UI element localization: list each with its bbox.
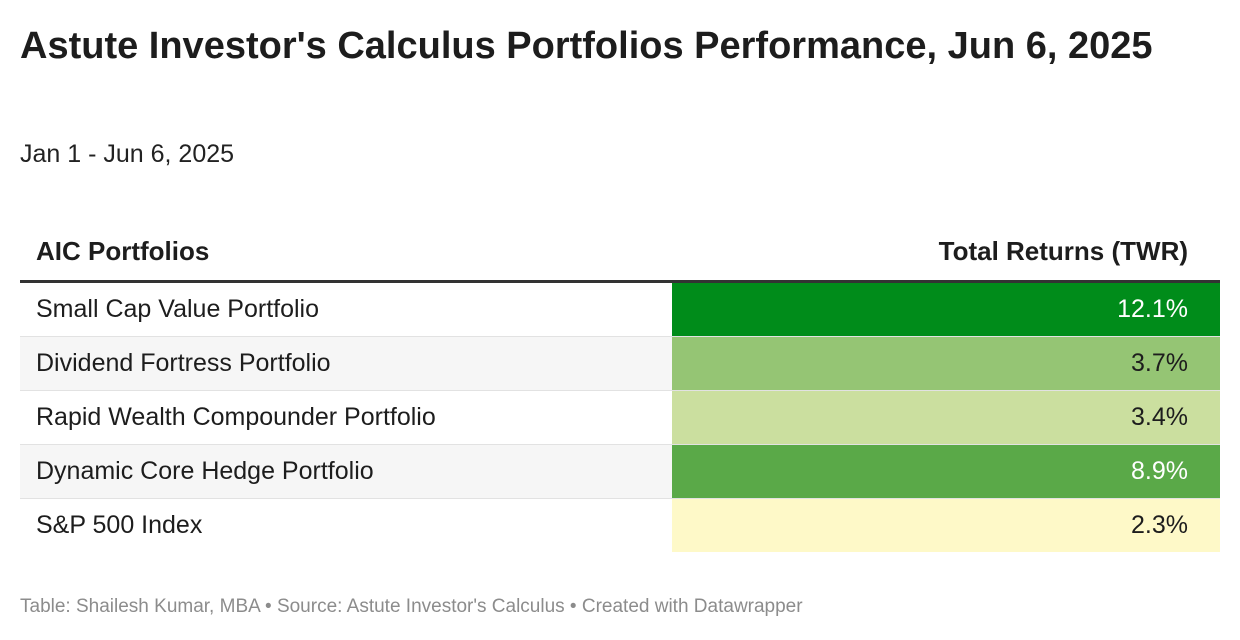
portfolio-name-cell: Small Cap Value Portfolio bbox=[36, 295, 320, 323]
column-header-portfolios[interactable]: AIC Portfolios bbox=[36, 235, 210, 266]
portfolio-name-cell: S&P 500 Index bbox=[36, 511, 203, 539]
return-value-cell: 12.1% bbox=[672, 283, 1220, 336]
column-header-returns[interactable]: Total Returns (TWR) bbox=[938, 235, 1188, 266]
return-value-cell: 3.4% bbox=[672, 391, 1220, 444]
table-row: Dynamic Core Hedge Portfolio 8.9% bbox=[20, 445, 1220, 499]
table-row: S&P 500 Index 2.3% bbox=[20, 499, 1220, 552]
table-row: Small Cap Value Portfolio 12.1% bbox=[20, 283, 1220, 337]
table-header: AIC Portfolios Total Returns (TWR) bbox=[20, 222, 1220, 283]
table-body: Small Cap Value Portfolio 12.1% Dividend F… bbox=[20, 283, 1220, 552]
return-value-cell: 8.9% bbox=[672, 445, 1220, 498]
chart-footer: Table: Shailesh Kumar, MBA • Source: Ast… bbox=[20, 596, 803, 617]
portfolio-name-cell: Rapid Wealth Compounder Portfolio bbox=[36, 403, 436, 431]
return-value-cell: 3.7% bbox=[672, 337, 1220, 390]
portfolio-name-cell: Dividend Fortress Portfolio bbox=[20, 337, 672, 390]
chart-title: Astute Investor's Calculus Portfolios Pe… bbox=[20, 25, 1153, 67]
chart-subtitle: Jan 1 - Jun 6, 2025 bbox=[20, 140, 235, 168]
performance-table: AIC Portfolios Total Returns (TWR) Small… bbox=[20, 222, 1220, 552]
return-value-cell: 2.3% bbox=[672, 499, 1220, 552]
table-row: Rapid Wealth Compounder Portfolio 3.4% bbox=[20, 391, 1220, 445]
portfolio-name-cell: Dynamic Core Hedge Portfolio bbox=[20, 445, 672, 498]
table-row: Dividend Fortress Portfolio 3.7% bbox=[20, 337, 1220, 391]
